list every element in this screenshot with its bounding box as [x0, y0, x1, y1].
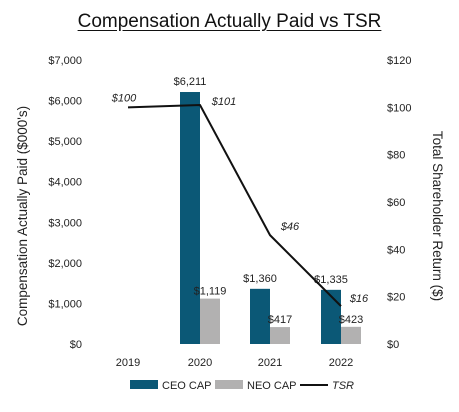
legend-label-tsr: TSR: [332, 380, 354, 392]
y-tick-label-left: $0: [70, 339, 82, 351]
y-tick-label-left: $1,000: [48, 298, 82, 310]
x-tick-label: 2019: [116, 357, 140, 369]
y-tick-label-right: $0: [387, 339, 399, 351]
bar-neo-cap: [270, 327, 290, 344]
y-tick-label-right: $20: [387, 292, 405, 304]
y-tick-label-left: $7,000: [48, 55, 82, 67]
y-tick-label-left: $3,000: [48, 217, 82, 229]
legend-label-ceo-cap: CEO CAP: [162, 380, 212, 392]
y-tick-label-right: $120: [387, 55, 411, 67]
x-tick-label: 2022: [329, 357, 353, 369]
y-tick-label-left: $4,000: [48, 177, 82, 189]
bar-ceo-cap: [250, 288, 270, 344]
bar-neo-cap: [341, 326, 361, 344]
y-axis-label-left: Compensation Actually Paid ($000's): [15, 106, 30, 326]
data-label-tsr: $101: [211, 96, 236, 108]
legend-swatch-neo-cap: [215, 380, 243, 389]
bar-ceo-cap: [321, 289, 341, 344]
y-axis-label-right: Total Shareholder Return ($): [430, 131, 445, 301]
legend-swatch-ceo-cap: [130, 380, 158, 389]
data-label-neo-cap: $1,119: [194, 286, 227, 298]
chart-title: Compensation Actually Paid vs TSR: [77, 11, 382, 32]
data-label-ceo-cap: $1,335: [314, 274, 348, 286]
y-tick-label-right: $80: [387, 150, 405, 162]
data-label-tsr: $100: [111, 92, 137, 104]
y-tick-label-right: $100: [387, 102, 411, 114]
y-tick-label-left: $6,000: [48, 96, 82, 108]
data-label-neo-cap: $417: [268, 314, 292, 326]
legend-label-neo-cap: NEO CAP: [247, 380, 297, 392]
data-label-neo-cap: $423: [339, 314, 363, 326]
data-label-tsr: $16: [349, 293, 369, 305]
y-tick-label-right: $40: [387, 244, 405, 256]
data-label-ceo-cap: $6,211: [174, 76, 207, 88]
data-label-tsr: $46: [280, 221, 300, 233]
x-tick-label: 2020: [188, 357, 212, 369]
data-label-ceo-cap: $1,360: [243, 273, 277, 285]
tsr-line: [127, 103, 342, 307]
y-tick-label-right: $60: [387, 197, 405, 209]
y-tick-label-left: $5,000: [48, 136, 82, 148]
y-tick-label-left: $2,000: [48, 258, 82, 270]
x-tick-label: 2021: [258, 357, 282, 369]
bar-neo-cap: [200, 298, 220, 344]
bar-ceo-cap: [180, 92, 200, 344]
